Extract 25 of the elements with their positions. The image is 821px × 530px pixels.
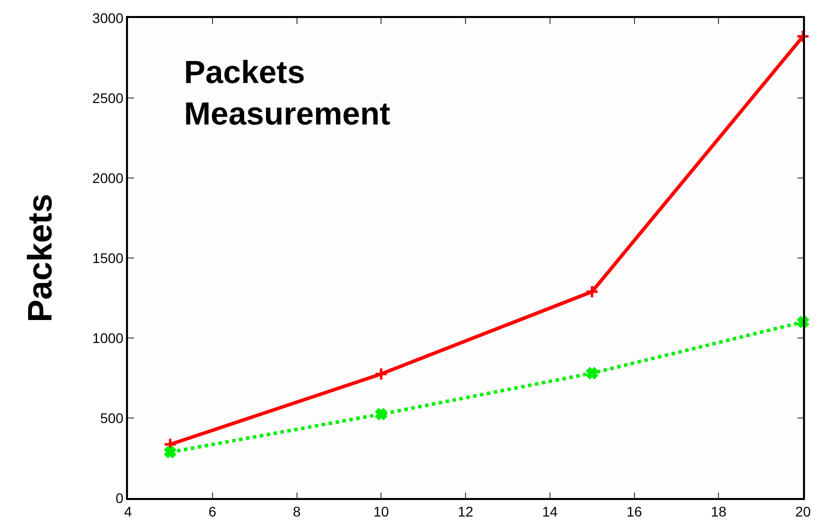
text: Packets Measurement	[184, 54, 391, 132]
point	[164, 446, 176, 458]
y-tick-label: 0	[116, 490, 124, 506]
y-tick-label: 1000	[92, 330, 124, 346]
point	[374, 367, 388, 381]
x-tick-label: 8	[292, 504, 301, 520]
y-tick-label: 1500	[92, 250, 124, 266]
x-tick-label: 6	[208, 504, 216, 520]
y-axis-title: Packets	[21, 194, 60, 322]
x-tick-label: 20	[795, 504, 811, 520]
x-tick-label: 12	[458, 504, 474, 520]
x-tick-label: 4	[124, 504, 132, 520]
y-tick-label: 2500	[92, 90, 124, 106]
point	[797, 316, 809, 328]
x-tick-label: 18	[710, 504, 727, 520]
point	[796, 30, 810, 44]
y-tick-label: 2000	[92, 170, 124, 186]
x-tick-label: 14	[542, 504, 558, 520]
x-tick-label: 16	[626, 504, 642, 520]
x-tick-label: 10	[373, 504, 390, 520]
point	[586, 367, 598, 379]
point	[375, 408, 387, 420]
point	[585, 284, 599, 298]
y-tick-label: 3000	[92, 10, 124, 26]
y-tick-label: 500	[100, 410, 124, 426]
